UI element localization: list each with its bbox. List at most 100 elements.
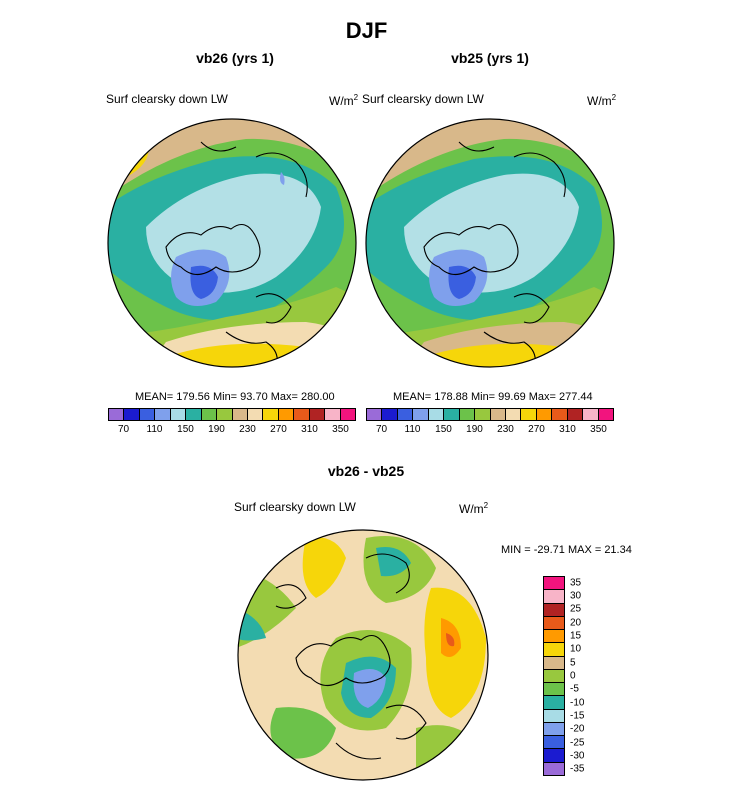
colorbar-tick-label: 190 [208, 424, 225, 435]
colorbar-swatch [459, 409, 476, 420]
colorbar-swatch [521, 409, 537, 420]
colorbar-swatch [544, 603, 564, 617]
figure-title: DJF [345, 18, 388, 43]
right-polar-map [365, 118, 615, 368]
colorbar-tick-label: 150 [435, 424, 452, 435]
colorbar-tick-label: 10 [570, 643, 582, 655]
right-colorbar-ticks: 70 110 150 190 230 270 310 350 [366, 424, 614, 438]
colorbar-swatch [544, 683, 564, 697]
colorbar-swatch [544, 643, 564, 657]
diff-stats: MIN = -29.71 MAX = 21.34 [501, 544, 632, 556]
right-panel-title: vb25 (yrs 1) [451, 50, 529, 66]
colorbar-swatch [544, 590, 564, 604]
right-colorbar [366, 408, 614, 421]
colorbar-tick-label: 110 [146, 424, 163, 435]
colorbar-tick-label: 0 [570, 670, 576, 682]
colorbar-swatch [544, 656, 564, 670]
colorbar-swatch [583, 409, 599, 420]
right-field-label: Surf clearsky down LW [362, 92, 484, 106]
diff-polar-map [237, 529, 489, 781]
diff-units-label: W/m2 [459, 501, 488, 516]
left-colorbar-ticks: 70 110 150 190 230 270 310 350 [108, 424, 356, 438]
colorbar-swatch [109, 409, 125, 420]
colorbar-swatch [325, 409, 341, 420]
colorbar-tick-label: 20 [570, 617, 582, 629]
colorbar-swatch [155, 409, 171, 420]
colorbar-swatch [139, 409, 156, 420]
colorbar-tick-label: 270 [528, 424, 545, 435]
colorbar-tick-label: 110 [404, 424, 421, 435]
right-stats: MEAN= 178.88 Min= 99.69 Max= 277.44 [393, 391, 593, 403]
units-base: W/m [459, 502, 484, 516]
colorbar-tick-label: -35 [570, 763, 585, 775]
diff-panel-title: vb26 - vb25 [327, 463, 405, 479]
colorbar-swatch [544, 630, 564, 644]
colorbar-swatch [124, 409, 140, 420]
colorbar-tick-label: -25 [570, 737, 585, 749]
colorbar-swatch [232, 409, 248, 420]
colorbar-swatch [544, 669, 564, 684]
colorbar-swatch [490, 409, 506, 420]
colorbar-tick-label: 310 [301, 424, 318, 435]
colorbar-swatch [201, 409, 218, 420]
colorbar-tick-label: 25 [570, 603, 582, 615]
colorbar-tick-label: -10 [570, 697, 585, 709]
colorbar-swatch [217, 409, 233, 420]
colorbar-swatch [544, 696, 564, 710]
colorbar-tick-label: 70 [117, 424, 130, 435]
left-units-label: W/m2 [329, 93, 358, 108]
left-polar-map [107, 118, 357, 368]
colorbar-swatch [428, 409, 445, 420]
colorbar-tick-label: 350 [590, 424, 607, 435]
colorbar-swatch [278, 409, 295, 420]
colorbar-swatch [247, 409, 264, 420]
colorbar-tick-label: 230 [497, 424, 514, 435]
left-stats: MEAN= 179.56 Min= 93.70 Max= 280.00 [135, 391, 335, 403]
colorbar-swatch [309, 409, 326, 420]
colorbar-tick-label: 350 [332, 424, 349, 435]
units-exponent: 2 [483, 501, 489, 510]
units-base: W/m [587, 94, 612, 108]
colorbar-swatch [397, 409, 414, 420]
colorbar-swatch [536, 409, 553, 420]
colorbar-swatch [475, 409, 491, 420]
colorbar-swatch [552, 409, 568, 420]
diff-field-label: Surf clearsky down LW [234, 500, 356, 514]
units-exponent: 2 [353, 93, 359, 102]
colorbar-swatch [544, 749, 564, 763]
left-panel-title: vb26 (yrs 1) [196, 50, 274, 66]
colorbar-swatch [382, 409, 398, 420]
right-units-label: W/m2 [587, 93, 616, 108]
colorbar-swatch [544, 722, 564, 737]
colorbar-tick-label: 230 [239, 424, 256, 435]
colorbar-swatch [544, 762, 564, 775]
units-exponent: 2 [611, 93, 617, 102]
colorbar-tick-label: -5 [570, 683, 579, 695]
colorbar-swatch [544, 736, 564, 750]
colorbar-tick-label: 5 [570, 657, 576, 669]
colorbar-swatch [544, 709, 564, 723]
colorbar-swatch [598, 409, 613, 420]
left-colorbar [108, 408, 356, 421]
colorbar-tick-label: 15 [570, 630, 582, 642]
colorbar-swatch [413, 409, 429, 420]
colorbar-tick-label: 190 [466, 424, 483, 435]
colorbar-swatch [170, 409, 187, 420]
left-field-label: Surf clearsky down LW [106, 92, 228, 106]
diff-colorbar [543, 576, 565, 776]
colorbar-swatch [544, 616, 564, 631]
colorbar-tick-label: -30 [570, 750, 585, 762]
diff-colorbar-ticks: 35 30 25 20 15 10 5 0 -5 -10 -15 -20 -25 -30 -35 [570, 576, 610, 776]
colorbar-tick-label: 70 [375, 424, 388, 435]
colorbar-swatch [367, 409, 383, 420]
colorbar-swatch [186, 409, 202, 420]
colorbar-tick-label: -20 [570, 723, 585, 735]
colorbar-swatch [263, 409, 279, 420]
colorbar-tick-label: 270 [270, 424, 287, 435]
colorbar-swatch [444, 409, 460, 420]
colorbar-swatch [544, 577, 564, 591]
colorbar-tick-label: 150 [177, 424, 194, 435]
colorbar-swatch [505, 409, 522, 420]
colorbar-swatch [340, 409, 355, 420]
colorbar-tick-label: 310 [559, 424, 576, 435]
